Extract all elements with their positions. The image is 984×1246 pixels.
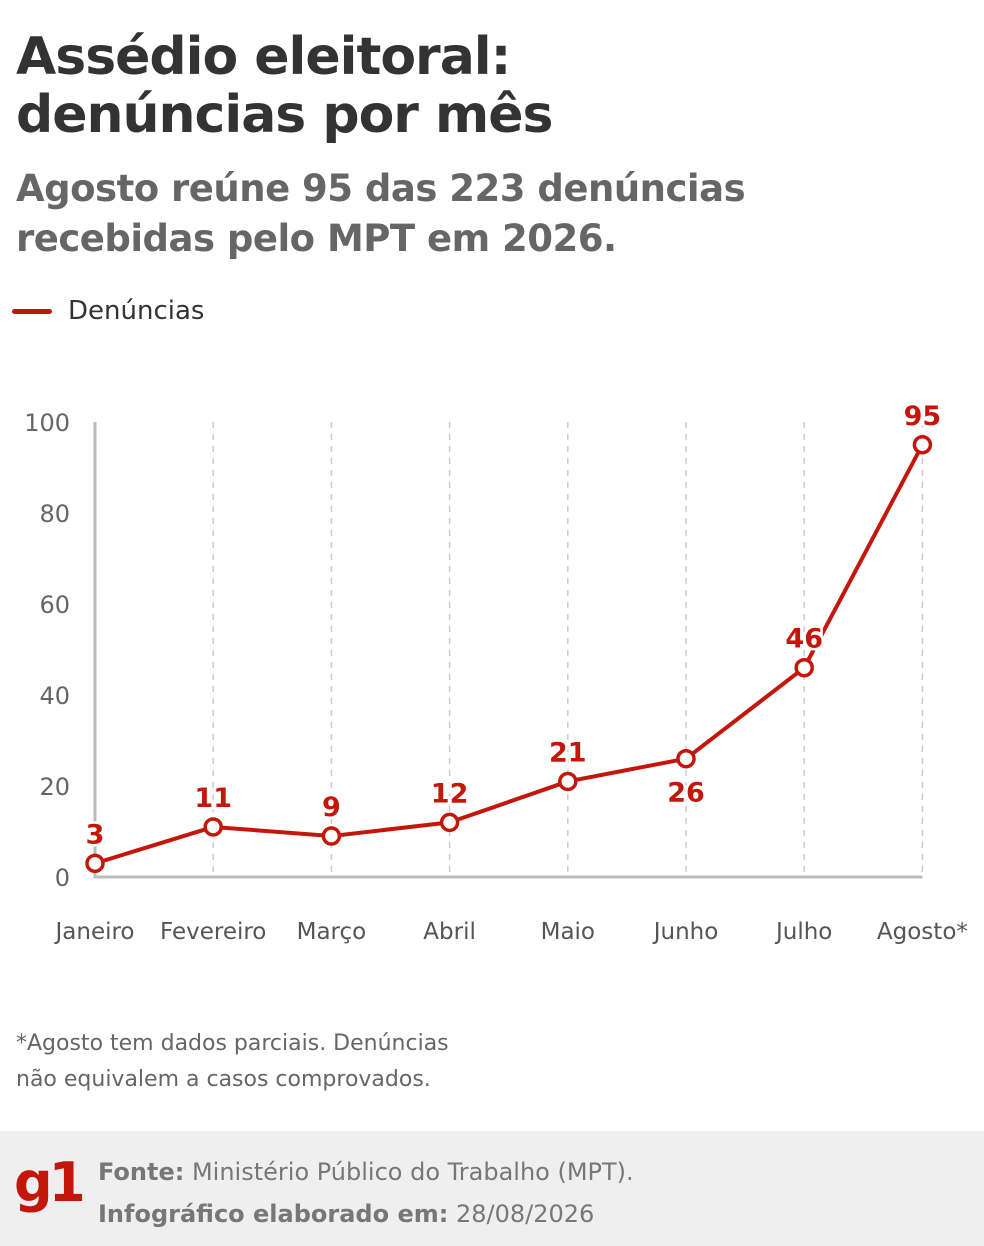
series-line xyxy=(93,442,925,866)
y-tick-label: 100 xyxy=(24,409,70,437)
data-label: 21 xyxy=(549,737,587,768)
x-tick-label: Junho xyxy=(652,919,719,945)
data-point xyxy=(676,748,696,769)
source-label: Fonte: xyxy=(98,1158,185,1186)
data-label: 9 xyxy=(322,792,341,823)
data-label: 11 xyxy=(194,783,232,814)
g1-logo: g1 xyxy=(14,1151,82,1214)
legend-label: Denúncias xyxy=(68,296,205,326)
chart-title-line2: denúncias por mês xyxy=(16,85,553,145)
chart-subtitle: Agosto reúne 95 das 223 denúncias recebi… xyxy=(16,164,746,264)
source-info: Fonte: Ministério Público do Trabalho (M… xyxy=(98,1151,634,1235)
y-tick-label: 60 xyxy=(39,591,70,619)
data-label: 12 xyxy=(431,778,469,809)
data-point xyxy=(85,853,105,874)
data-point xyxy=(794,657,814,678)
y-tick-label: 80 xyxy=(39,500,70,528)
source-value: Ministério Público do Trabalho (MPT). xyxy=(184,1158,634,1186)
line-chart: 0 20 40 60 80 100 Janeiro Fevereiro Março Abril Ma… xyxy=(24,400,968,945)
chart-title-line1: Assédio eleitoral: xyxy=(16,27,511,87)
data-label: 26 xyxy=(667,778,705,809)
footer: g1 Fonte: Ministério Público do Trabalho… xyxy=(0,1131,984,1246)
footnote-line2: não equivalem a casos comprovados. xyxy=(16,1067,431,1092)
data-point xyxy=(321,826,342,846)
footnote: *Agosto tem dados parciais. Denúncias nã… xyxy=(16,1026,449,1098)
x-tick-label: Julho xyxy=(774,919,832,945)
footnote-line1: *Agosto tem dados parciais. Denúncias xyxy=(16,1031,449,1056)
data-label: 3 xyxy=(86,819,105,850)
date-label: Infográfico elaborado em: xyxy=(98,1200,449,1228)
svg-text:g1: g1 xyxy=(14,1151,82,1214)
x-tick-label: Janeiro xyxy=(53,919,134,945)
y-tick-label: 40 xyxy=(39,682,70,710)
chart-title: Assédio eleitoral: denúncias por mês xyxy=(16,27,553,145)
x-tick-label: Fevereiro xyxy=(160,919,266,945)
chart-subtitle-line1: Agosto reúne 95 das 223 denúncias xyxy=(16,167,746,210)
y-tick-label: 0 xyxy=(55,864,70,892)
x-tick-label: Agosto* xyxy=(877,919,968,945)
data-point xyxy=(203,817,223,837)
source-line: Fonte: Ministério Público do Trabalho (M… xyxy=(98,1151,634,1193)
data-label: 95 xyxy=(904,401,942,432)
data-point xyxy=(912,435,933,455)
legend-swatch xyxy=(12,308,52,314)
y-tick-label: 20 xyxy=(39,773,70,801)
data-label: 46 xyxy=(785,624,823,655)
data-point xyxy=(558,771,578,792)
data-point xyxy=(439,812,460,833)
x-tick-label: Abril xyxy=(423,919,476,945)
x-tick-label: Maio xyxy=(541,919,595,945)
date-line: Infográfico elaborado em: 28/08/2026 xyxy=(98,1193,634,1235)
chart-subtitle-line2: recebidas pelo MPT em 2026. xyxy=(16,217,617,260)
date-value: 28/08/2026 xyxy=(448,1200,595,1228)
x-tick-label: Março xyxy=(297,919,367,945)
legend: Denúncias xyxy=(12,296,204,326)
